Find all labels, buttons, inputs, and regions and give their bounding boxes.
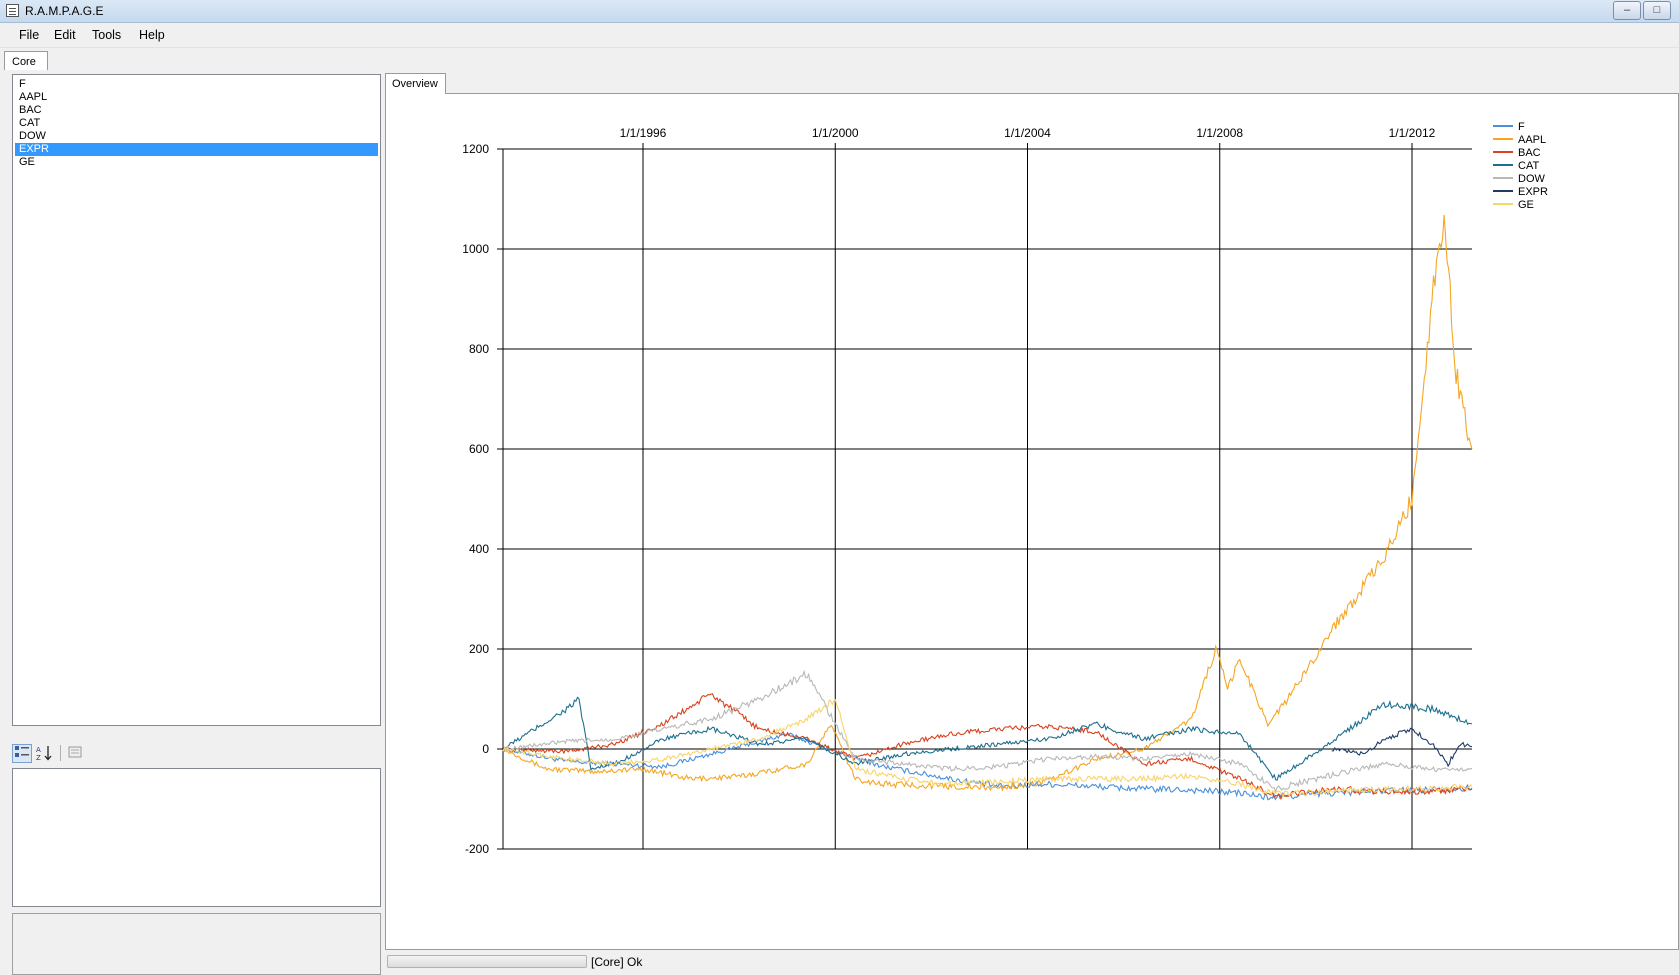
- toolbar-separator: [60, 745, 61, 761]
- series-line-bac: [502, 693, 1473, 801]
- series-line-aapl: [502, 214, 1473, 792]
- y-tick-label: 0: [482, 742, 489, 756]
- y-tick-label: -200: [465, 842, 489, 856]
- series-line-ge: [502, 698, 1473, 799]
- y-tick-label: 800: [469, 342, 489, 356]
- progress-bar: [387, 955, 587, 968]
- legend-label-bac: BAC: [1518, 147, 1541, 159]
- symbol-list[interactable]: F AAPL BAC CAT DOW EXPR GE: [12, 74, 381, 726]
- title-bar: R.A.M.P.A.G.E – □: [0, 0, 1679, 23]
- x-tick-label: 1/1/1996: [620, 126, 667, 140]
- categorized-icon[interactable]: [12, 743, 32, 763]
- minimize-button[interactable]: –: [1613, 1, 1641, 20]
- symbol-item-expr[interactable]: EXPR: [15, 143, 378, 156]
- symbol-item-aapl[interactable]: AAPL: [19, 91, 48, 103]
- y-tick-label: 600: [469, 442, 489, 456]
- tab-overview[interactable]: Overview: [385, 73, 446, 94]
- legend-label-dow: DOW: [1518, 173, 1546, 185]
- symbol-item-bac[interactable]: BAC: [19, 104, 42, 116]
- window-title: R.A.M.P.A.G.E: [25, 4, 104, 18]
- property-description-pane: [12, 913, 381, 975]
- series-line-cat: [502, 696, 1473, 781]
- status-bar: [Core] Ok: [385, 953, 1679, 971]
- property-pages-icon[interactable]: [65, 744, 85, 763]
- x-tick-label: 1/1/2004: [1004, 126, 1051, 140]
- svg-text:Z: Z: [36, 754, 41, 761]
- legend-label-aapl: AAPL: [1518, 134, 1546, 146]
- right-panel: Overview -200 0 200 400 600 800 1000 1200 1/1/19…: [385, 73, 1679, 953]
- symbol-item-dow[interactable]: DOW: [19, 130, 46, 142]
- property-grid[interactable]: [12, 768, 381, 907]
- y-tick-label: 1200: [462, 142, 489, 156]
- menu-help[interactable]: Help: [139, 28, 165, 42]
- line-chart: -200 0 200 400 600 800 1000 1200 1/1/1996 1/1/200…: [462, 121, 1548, 856]
- series-line-expr: [1331, 727, 1473, 768]
- x-tick-label: 1/1/2012: [1389, 126, 1436, 140]
- menu-edit[interactable]: Edit: [54, 28, 76, 42]
- legend-label-f: F: [1518, 121, 1525, 133]
- legend-label-cat: CAT: [1518, 160, 1539, 172]
- menu-bar: File Edit Tools Help: [0, 23, 1679, 48]
- series-line-dow: [502, 669, 1473, 794]
- menu-file[interactable]: File: [19, 28, 40, 42]
- svg-text:A: A: [36, 746, 41, 754]
- symbol-item-ge[interactable]: GE: [19, 156, 35, 168]
- legend-label-expr: EXPR: [1518, 186, 1548, 198]
- y-tick-label: 400: [469, 542, 489, 556]
- app-icon: [6, 4, 19, 17]
- legend-label-ge: GE: [1518, 199, 1534, 211]
- chart-area: -200 0 200 400 600 800 1000 1200 1/1/1996 1/1/200…: [385, 93, 1679, 950]
- status-text: [Core] Ok: [591, 955, 643, 969]
- y-tick-label: 1000: [462, 242, 489, 256]
- symbol-item-cat[interactable]: CAT: [19, 117, 41, 129]
- menu-tools[interactable]: Tools: [92, 28, 122, 42]
- maximize-button[interactable]: □: [1643, 1, 1671, 20]
- tab-core[interactable]: Core: [4, 51, 48, 71]
- symbol-item-f[interactable]: F: [19, 78, 26, 90]
- x-tick-label: 1/1/2008: [1196, 126, 1243, 140]
- x-tick-label: 1/1/2000: [812, 126, 859, 140]
- y-tick-label: 200: [469, 642, 489, 656]
